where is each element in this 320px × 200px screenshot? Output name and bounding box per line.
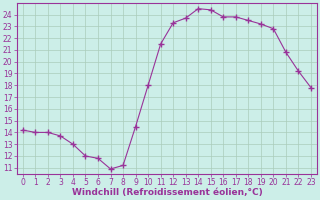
X-axis label: Windchill (Refroidissement éolien,°C): Windchill (Refroidissement éolien,°C) [72, 188, 262, 197]
